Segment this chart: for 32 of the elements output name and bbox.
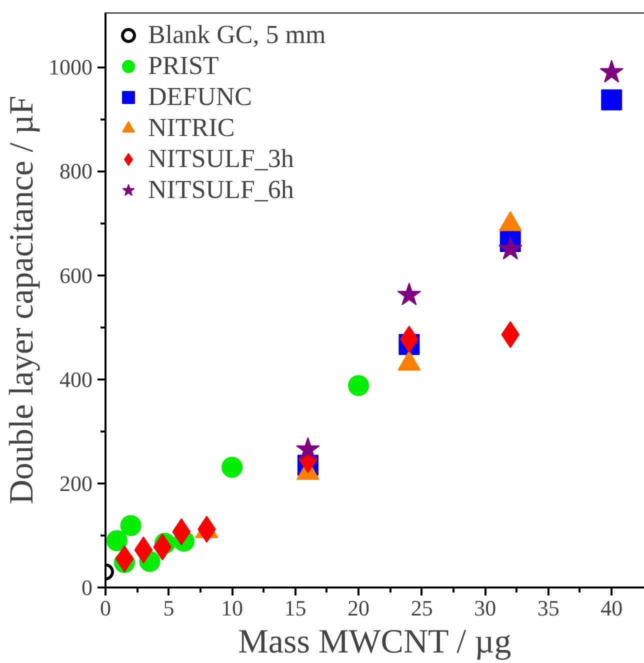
legend-label: NITRIC [148, 113, 235, 143]
x-tick-label: 25 [410, 596, 433, 620]
point [222, 456, 243, 478]
point [120, 515, 142, 536]
y-tick-label: 0 [82, 575, 92, 600]
legend-label: DEFUNC [148, 82, 252, 112]
legend-label: NITSULF_6h [148, 175, 294, 205]
y-tick-label: 1000 [48, 54, 92, 80]
x-tick-label: 40 [600, 596, 623, 620]
y-tick-label: 800 [60, 158, 92, 184]
y-tick-label: 600 [60, 262, 92, 288]
point [348, 375, 370, 396]
point [296, 437, 320, 460]
y-axis-title: Double layer capacitance / µF [4, 96, 40, 504]
x-tick-label: 5 [163, 596, 174, 620]
legend-label: Blank GC, 5 mm [148, 20, 326, 50]
point [106, 530, 128, 552]
y-tick-label: 400 [60, 366, 92, 392]
y-tick-label: 200 [60, 470, 92, 496]
legend-label: PRIST [148, 51, 219, 81]
legend-label: NITSULF_3h [148, 144, 294, 174]
x-tick-label: 30 [474, 596, 496, 620]
point [601, 89, 622, 110]
x-tick-label: 0 [100, 596, 111, 620]
x-tick-label: 35 [537, 596, 560, 620]
x-tick-label: 10 [221, 596, 244, 620]
x-tick-label: 20 [348, 596, 370, 620]
x-axis-title: Mass MWCNT / µg [238, 624, 512, 660]
point [498, 236, 522, 260]
x-tick-label: 15 [284, 596, 306, 620]
point [397, 282, 422, 306]
point [600, 60, 624, 83]
